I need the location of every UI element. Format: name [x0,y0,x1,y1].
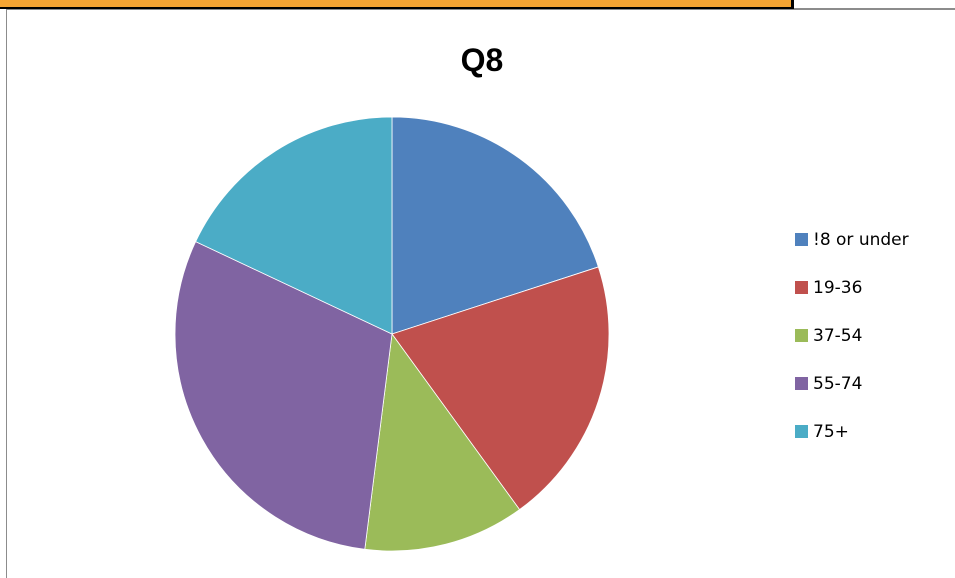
legend-swatch [795,233,808,246]
legend-label: !8 or under [813,230,909,250]
pie-slices [174,116,610,552]
chart-title: Q8 [461,42,504,78]
pie-slice--8-or-under [391,116,599,335]
legend-label: 55-74 [813,374,862,394]
legend-label: 37-54 [813,326,862,346]
top-divider [794,8,955,9]
pie-slice-37-54 [364,332,521,552]
pie-slice-55-74 [174,241,393,550]
legend-swatch [795,377,808,390]
legend-swatch [795,281,808,294]
legend-swatch [795,425,808,438]
pie-slice-75- [195,116,393,335]
legend-swatch [795,329,808,342]
legend-label: 75+ [813,422,849,442]
chart-legend: !8 or under 19-36 37-54 55-74 75+ [795,230,909,442]
top-orange-strip [0,0,794,9]
legend-label: 19-36 [813,278,862,298]
pie-slice-19-36 [391,266,610,511]
